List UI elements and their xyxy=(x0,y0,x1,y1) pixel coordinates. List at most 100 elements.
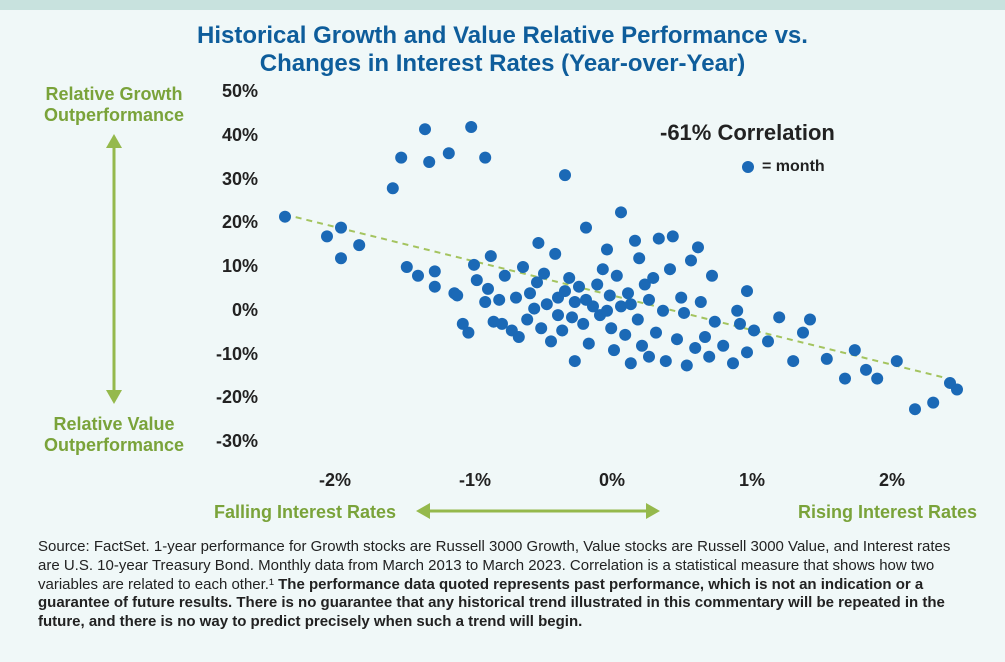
data-point xyxy=(451,289,463,301)
data-point xyxy=(717,340,729,352)
x-tick-label: -2% xyxy=(319,470,351,491)
data-point xyxy=(471,274,483,286)
data-point xyxy=(927,397,939,409)
data-point xyxy=(787,355,799,367)
data-point xyxy=(569,296,581,308)
data-point xyxy=(797,327,809,339)
y-axis-arrow-icon xyxy=(102,134,126,404)
footnote: Source: FactSet. 1-year performance for … xyxy=(38,538,968,632)
data-point xyxy=(528,303,540,315)
data-point xyxy=(423,156,435,168)
x-tick-label: 0% xyxy=(599,470,625,491)
data-point xyxy=(657,305,669,317)
data-point xyxy=(597,263,609,275)
data-point xyxy=(429,281,441,293)
x-axis-label-right: Rising Interest Rates xyxy=(798,502,977,523)
data-point xyxy=(559,285,571,297)
data-point xyxy=(419,123,431,135)
data-point xyxy=(563,272,575,284)
data-point xyxy=(643,351,655,363)
data-point xyxy=(538,268,550,280)
data-point xyxy=(577,318,589,330)
data-point xyxy=(443,147,455,159)
chart-title: Historical Growth and Value Relative Per… xyxy=(0,22,1005,78)
scatter-plot xyxy=(264,92,964,442)
data-point xyxy=(524,287,536,299)
y-axis-label-bottom: Relative ValueOutperformance xyxy=(44,414,184,455)
data-point xyxy=(335,222,347,234)
data-point xyxy=(762,335,774,347)
x-axis-label-left: Falling Interest Rates xyxy=(214,502,396,523)
data-point xyxy=(559,169,571,181)
data-point xyxy=(462,327,474,339)
data-point xyxy=(839,373,851,385)
y-tick-label: 50% xyxy=(222,81,258,102)
data-point xyxy=(493,294,505,306)
data-point xyxy=(513,331,525,343)
data-point xyxy=(685,254,697,266)
data-point xyxy=(748,324,760,336)
data-point xyxy=(709,316,721,328)
data-point xyxy=(629,235,641,247)
data-point xyxy=(401,261,413,273)
data-point xyxy=(429,265,441,277)
data-point xyxy=(535,322,547,334)
data-point xyxy=(909,403,921,415)
data-point xyxy=(615,206,627,218)
data-point xyxy=(541,298,553,310)
y-tick-label: 30% xyxy=(222,169,258,190)
data-point xyxy=(485,250,497,262)
data-point xyxy=(496,318,508,330)
top-accent-bar xyxy=(0,0,1005,10)
data-point xyxy=(566,311,578,323)
data-point xyxy=(549,248,561,260)
x-tick-label: 2% xyxy=(879,470,905,491)
data-point xyxy=(569,355,581,367)
data-point xyxy=(482,283,494,295)
data-point xyxy=(660,355,672,367)
data-point xyxy=(468,259,480,271)
data-point xyxy=(573,281,585,293)
data-point xyxy=(605,322,617,334)
data-point xyxy=(545,335,557,347)
data-point xyxy=(632,314,644,326)
data-point xyxy=(703,351,715,363)
data-point xyxy=(773,311,785,323)
data-point xyxy=(804,314,816,326)
data-point xyxy=(944,377,956,389)
data-point xyxy=(583,338,595,350)
data-point xyxy=(706,270,718,282)
y-tick-label: -10% xyxy=(216,344,258,365)
data-point xyxy=(871,373,883,385)
data-point xyxy=(860,364,872,376)
data-point xyxy=(353,239,365,251)
y-tick-label: 20% xyxy=(222,212,258,233)
data-point xyxy=(647,272,659,284)
data-point xyxy=(681,359,693,371)
data-point xyxy=(279,211,291,223)
data-point xyxy=(552,309,564,321)
data-point xyxy=(479,152,491,164)
data-point xyxy=(510,292,522,304)
data-point xyxy=(591,279,603,291)
data-point xyxy=(479,296,491,308)
data-point xyxy=(699,331,711,343)
x-tick-label: -1% xyxy=(459,470,491,491)
data-point xyxy=(734,318,746,330)
data-point xyxy=(604,289,616,301)
data-point xyxy=(678,307,690,319)
data-point xyxy=(664,263,676,275)
y-axis-label-top: Relative GrowthOutperformance xyxy=(44,84,184,125)
data-point xyxy=(622,287,634,299)
x-axis-arrow-icon xyxy=(416,499,660,523)
data-point xyxy=(650,327,662,339)
data-point xyxy=(625,298,637,310)
data-point xyxy=(521,314,533,326)
data-point xyxy=(731,305,743,317)
data-point xyxy=(395,152,407,164)
y-tick-label: 40% xyxy=(222,125,258,146)
data-point xyxy=(387,182,399,194)
data-point xyxy=(556,324,568,336)
data-point xyxy=(321,230,333,242)
y-tick-label: 10% xyxy=(222,256,258,277)
